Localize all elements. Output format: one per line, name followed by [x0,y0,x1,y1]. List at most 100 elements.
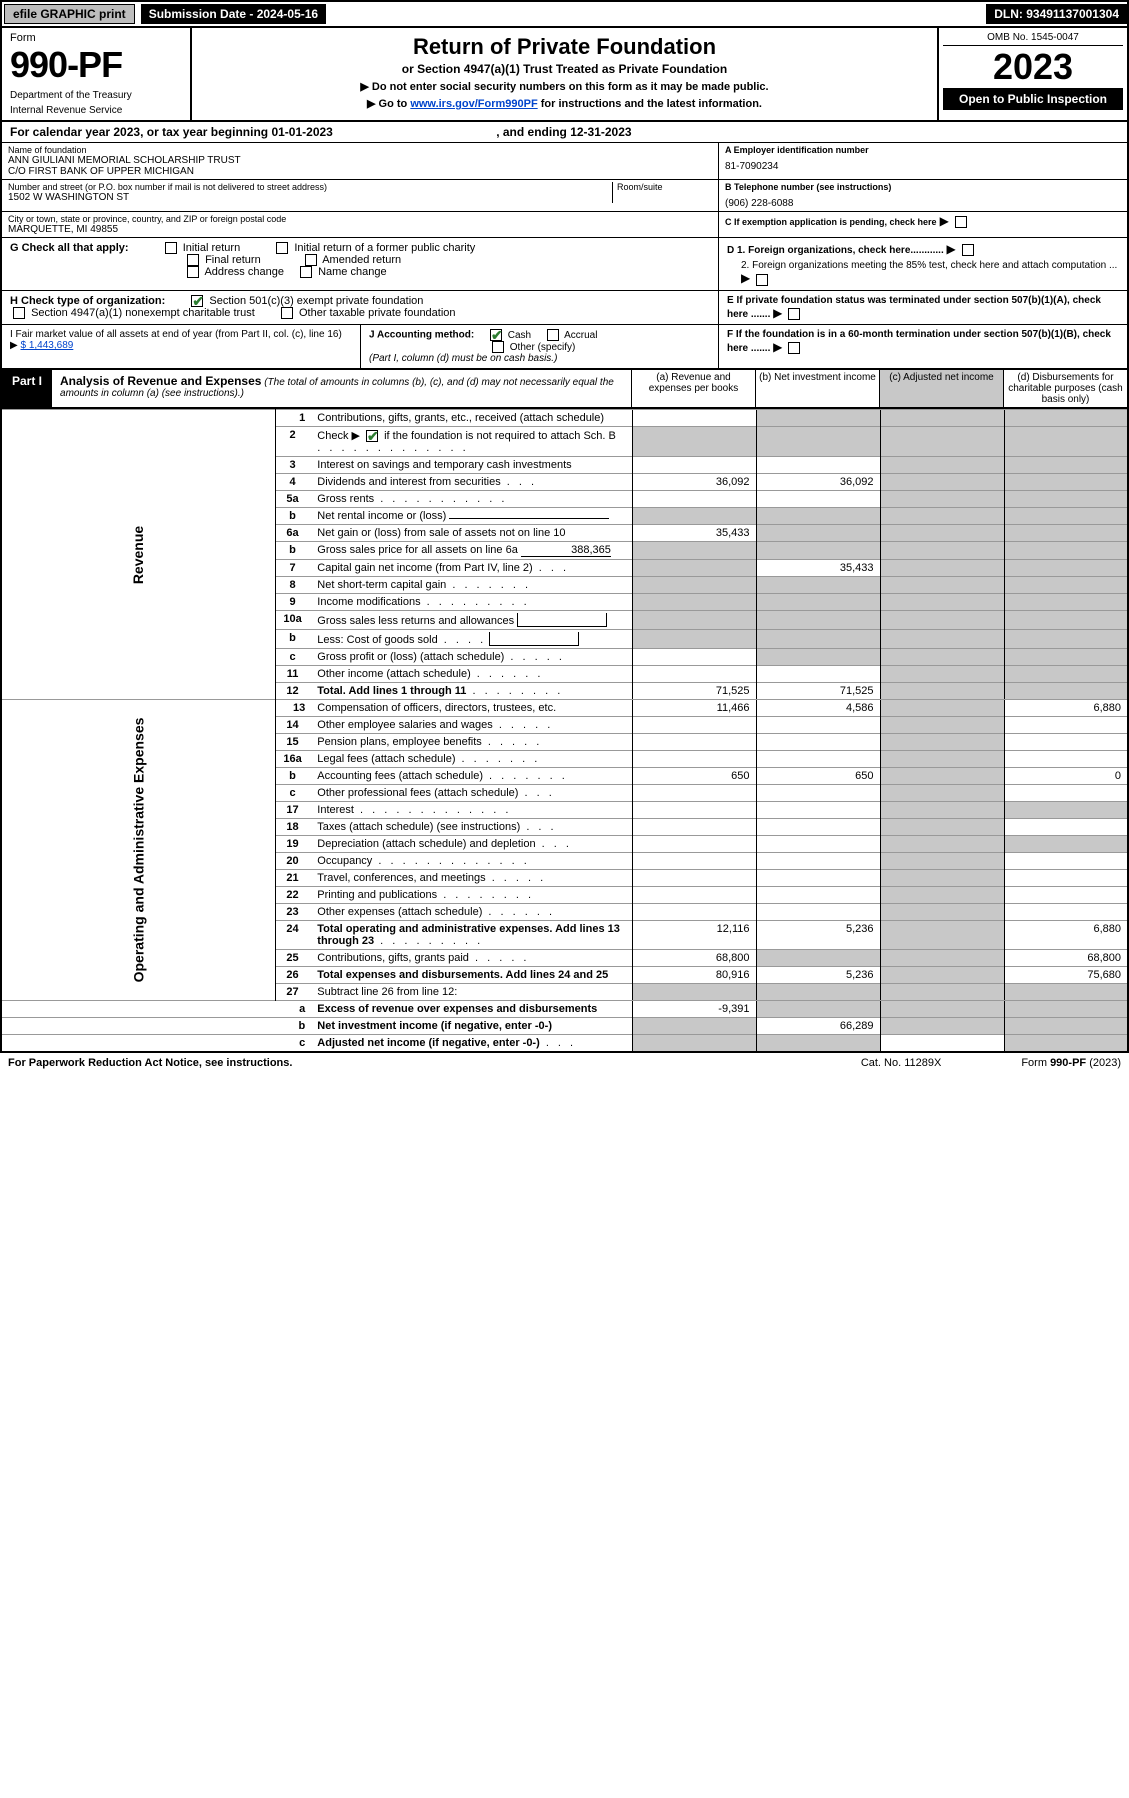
h-501c3-checkbox[interactable] [191,295,203,307]
form-title-block: Return of Private Foundation or Section … [192,28,937,120]
l16b-col-a: 650 [632,768,756,785]
d1-checkbox[interactable] [962,244,974,256]
l7-col-b: 35,433 [756,560,880,577]
g-label: G Check all that apply: [10,242,129,254]
efile-print-button[interactable]: efile GRAPHIC print [4,4,135,24]
l2-checkbox[interactable] [366,430,378,442]
h-e-row: H Check type of organization: Section 50… [0,291,1129,325]
l13-col-d: 6,880 [1004,700,1128,717]
foundation-name-1: ANN GIULIANI MEMORIAL SCHOLARSHIP TRUST [8,155,712,166]
e-section: E If private foundation status was termi… [718,291,1127,324]
h-4947-checkbox[interactable] [13,307,25,319]
form-header: Form 990-PF Department of the Treasury I… [0,28,1129,122]
expenses-sidelabel: Operating and Administrative Expenses [1,700,275,1001]
part1-tag: Part I [2,370,52,407]
l26-col-b: 5,236 [756,967,880,984]
l6a-label: Net gain or (loss) from sale of assets n… [313,525,632,542]
irs-link[interactable]: www.irs.gov/Form990PF [410,98,537,110]
g-initial-checkbox[interactable] [165,242,177,254]
l15-label: Pension plans, employee benefits [317,736,482,748]
line-27a: aExcess of revenue over expenses and dis… [1,1001,1128,1018]
l27b-col-b: 66,289 [756,1018,880,1035]
part1-header: Part I Analysis of Revenue and Expenses … [0,370,1129,409]
cal-end: 12-31-2023 [570,125,631,139]
l11-label: Other income (attach schedule) [317,668,470,680]
addr-label: Number and street (or P.O. box number if… [8,182,612,192]
l6a-col-a: 35,433 [632,525,756,542]
city-value: MARQUETTE, MI 49855 [8,224,712,235]
d2-checkbox[interactable] [756,274,768,286]
l9-label: Income modifications [317,596,420,608]
l24-col-a: 12,116 [632,921,756,950]
form-title: Return of Private Foundation [202,34,927,60]
g-final-checkbox[interactable] [187,254,199,266]
irs-label: Internal Revenue Service [10,105,182,116]
cal-begin: 01-01-2023 [271,125,332,139]
l13-col-b: 4,586 [756,700,880,717]
l4-label: Dividends and interest from securities [317,476,500,488]
g-initial-former-label: Initial return of a former public charit… [294,242,475,254]
l24-col-b: 5,236 [756,921,880,950]
form-subtitle: or Section 4947(a)(1) Trust Treated as P… [202,62,927,76]
h-other-checkbox[interactable] [281,307,293,319]
j-section: J Accounting method: Cash Accrual Other … [360,325,718,368]
l25-col-a: 68,800 [632,950,756,967]
h-section: H Check type of organization: Section 50… [2,291,718,324]
g-amended-label: Amended return [322,254,401,266]
l23-label: Other expenses (attach schedule) [317,906,482,918]
form-id-block: Form 990-PF Department of the Treasury I… [2,28,192,120]
c-pending-checkbox[interactable] [955,216,967,228]
g-amended-checkbox[interactable] [305,254,317,266]
j-other-checkbox[interactable] [492,341,504,353]
dept-treasury: Department of the Treasury [10,90,182,101]
l1-label: Contributions, gifts, grants, etc., rece… [313,410,632,427]
l8-label: Net short-term capital gain [317,579,446,591]
page-footer: For Paperwork Reduction Act Notice, see … [0,1053,1129,1073]
e-checkbox[interactable] [788,308,800,320]
f-checkbox[interactable] [788,342,800,354]
j-cash-checkbox[interactable] [490,329,502,341]
l7-label: Capital gain net income (from Part IV, l… [317,562,532,574]
d-section: D 1. Foreign organizations, check here..… [718,238,1127,290]
arrow-icon: ▶ [773,340,782,354]
form-ref: Form 990-PF (2023) [1021,1057,1121,1069]
l25-label: Contributions, gifts, grants paid [317,952,469,964]
l25-col-d: 68,800 [1004,950,1128,967]
goto-line: ▶ Go to www.irs.gov/Form990PF for instru… [202,97,927,110]
col-d-header: (d) Disbursements for charitable purpose… [1003,370,1127,407]
j-accrual-checkbox[interactable] [547,329,559,341]
l2-pre: Check ▶ [317,430,360,442]
city-label: City or town, state or province, country… [8,214,712,224]
l4-col-b: 36,092 [756,474,880,491]
part1-table: Revenue 1 Contributions, gifts, grants, … [0,409,1129,1053]
g-initial-label: Initial return [183,242,240,254]
submission-date: Submission Date - 2024-05-16 [141,4,326,24]
l27-label: Subtract line 26 from line 12: [313,984,632,1001]
g-name-checkbox[interactable] [300,266,312,278]
j-note: (Part I, column (d) must be on cash basi… [369,353,557,364]
l10b-label: Less: Cost of goods sold [317,634,437,646]
g-address-label: Address change [204,266,284,278]
g-initial-former-checkbox[interactable] [276,242,288,254]
h-label: H Check type of organization: [10,295,165,307]
ein-cell: A Employer identification number 81-7090… [718,143,1127,180]
l17-label: Interest [317,804,354,816]
efile-topbar: efile GRAPHIC print Submission Date - 20… [0,0,1129,28]
d1-label: D 1. Foreign organizations, check here..… [727,245,944,256]
part1-title: Analysis of Revenue and Expenses [60,374,261,388]
form-word: Form [10,32,182,44]
l18-label: Taxes (attach schedule) (see instruction… [317,821,520,833]
address-value: 1502 W WASHINGTON ST [8,192,612,203]
revenue-sidelabel: Revenue [1,410,275,700]
ssn-warning: ▶ Do not enter social security numbers o… [202,80,927,93]
l6b-label: Gross sales price for all assets on line… [317,544,518,556]
l22-label: Printing and publications [317,889,437,901]
g-name-label: Name change [318,266,387,278]
g-address-checkbox[interactable] [187,266,199,278]
h-other-label: Other taxable private foundation [299,307,456,319]
fmv-value[interactable]: $ 1,443,689 [20,340,73,351]
foundation-name-2: C/O FIRST BANK OF UPPER MICHIGAN [8,166,712,177]
l16b-col-d: 0 [1004,768,1128,785]
line-1: Revenue 1 Contributions, gifts, grants, … [1,410,1128,427]
l26-col-a: 80,916 [632,967,756,984]
